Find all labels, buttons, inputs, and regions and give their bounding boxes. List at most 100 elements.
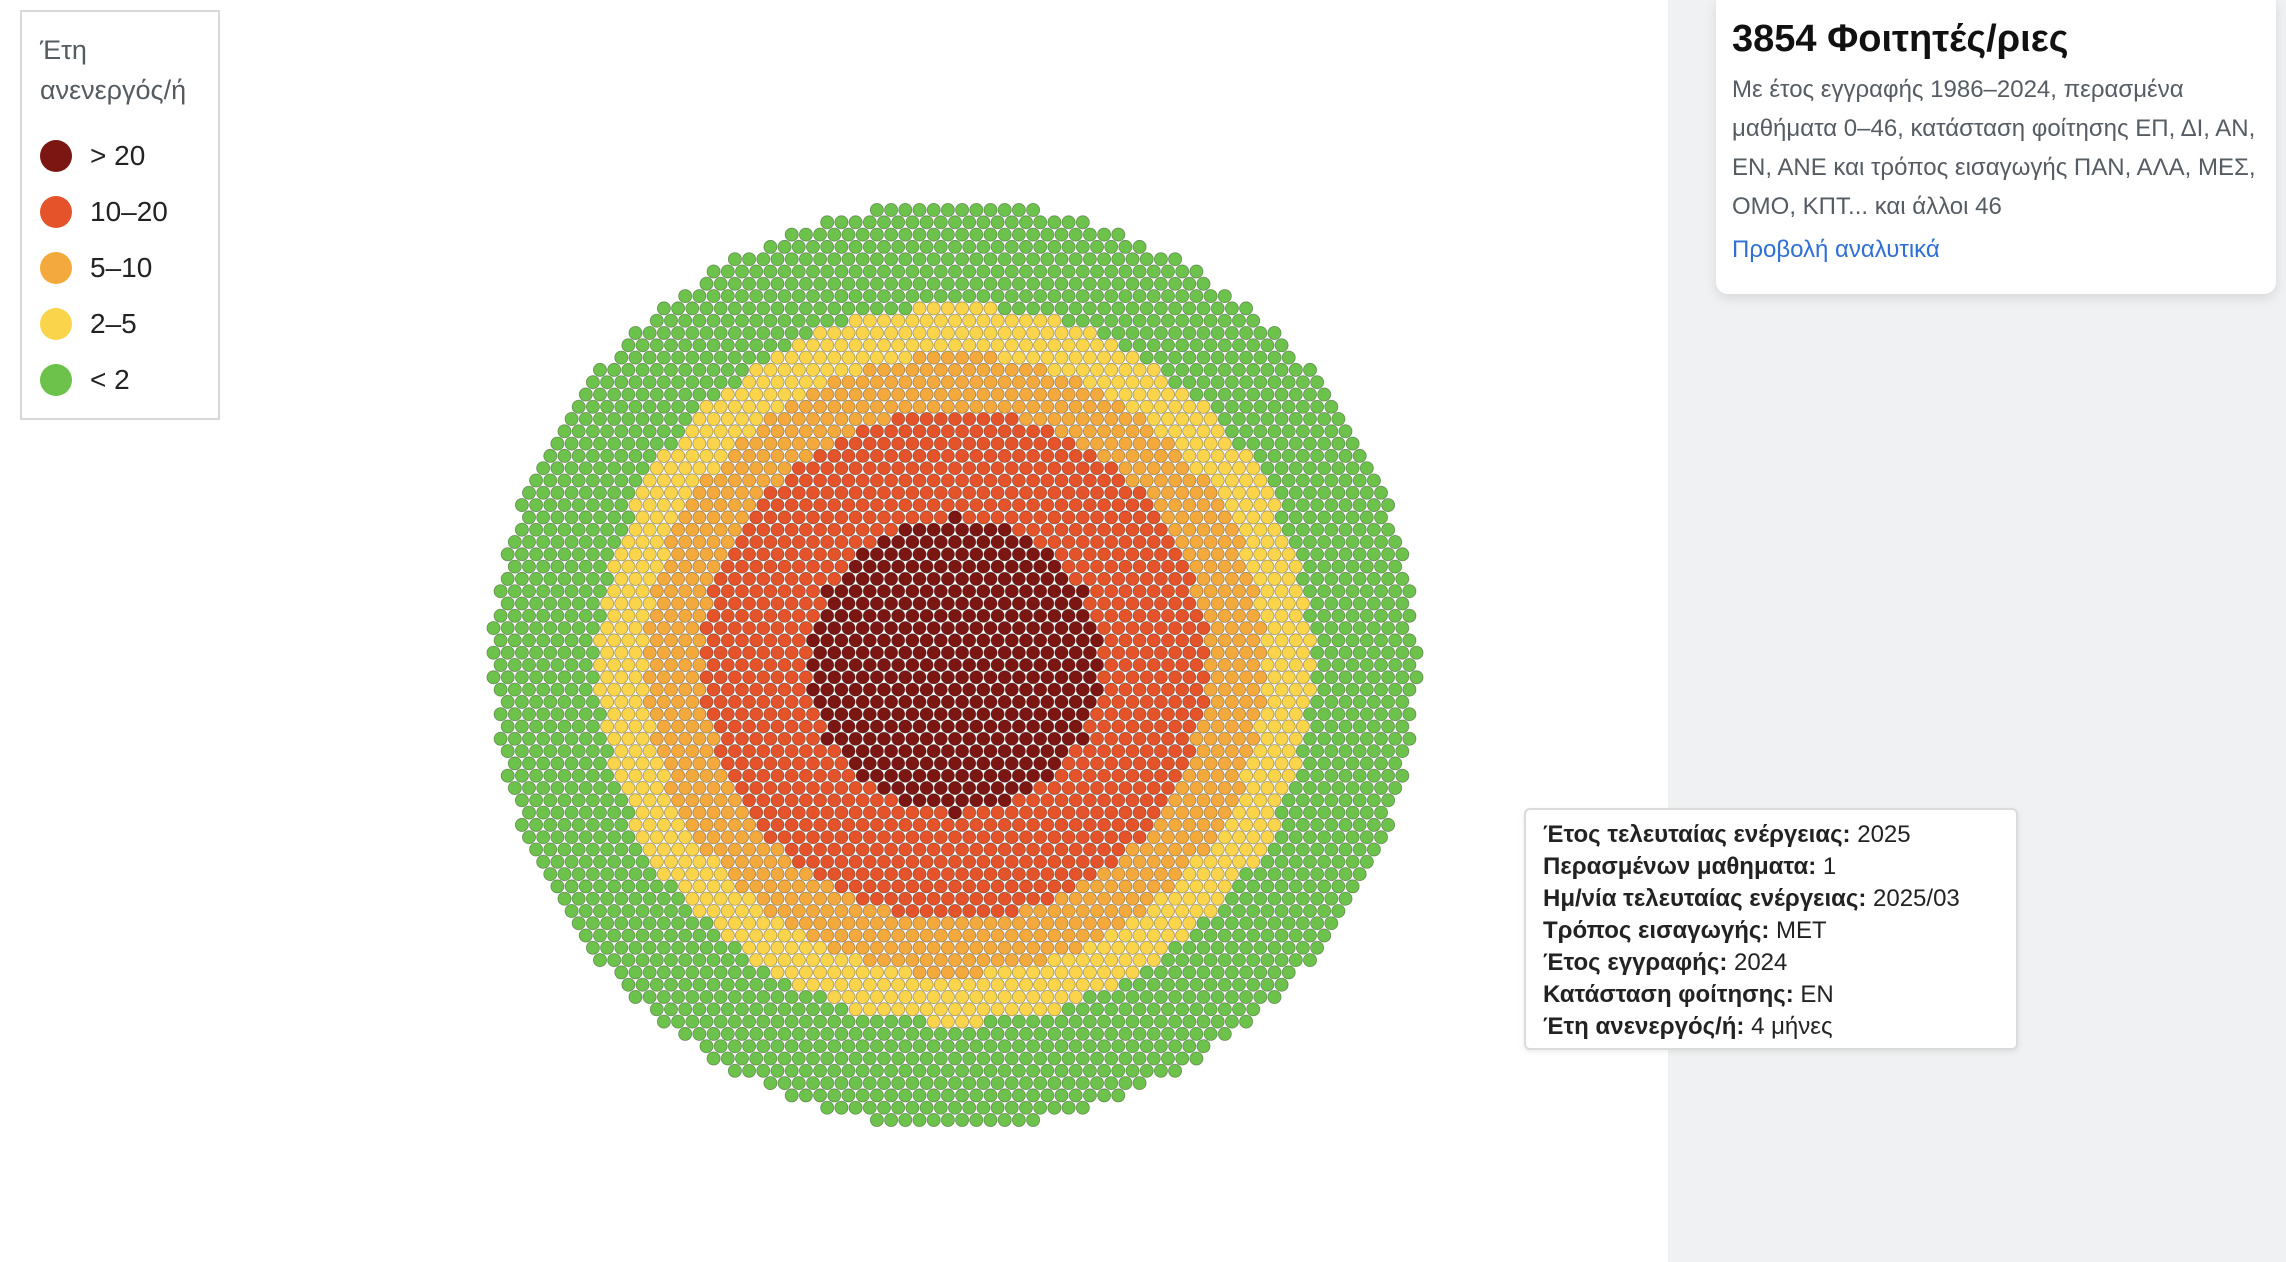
- student-dot[interactable]: [1246, 1002, 1261, 1017]
- student-dot[interactable]: [507, 781, 522, 796]
- student-dot[interactable]: [919, 387, 934, 402]
- student-dot[interactable]: [777, 633, 792, 648]
- student-dot[interactable]: [898, 424, 913, 439]
- student-dot[interactable]: [1146, 830, 1161, 845]
- student-dot[interactable]: [600, 473, 615, 488]
- student-dot[interactable]: [685, 350, 700, 365]
- student-dot[interactable]: [1303, 608, 1318, 623]
- student-dot[interactable]: [600, 744, 615, 759]
- student-dot[interactable]: [1132, 854, 1147, 869]
- student-dot[interactable]: [862, 584, 877, 599]
- student-dot[interactable]: [1111, 498, 1126, 513]
- student-dot[interactable]: [763, 535, 778, 550]
- student-dot[interactable]: [664, 977, 679, 992]
- student-dot[interactable]: [529, 571, 544, 586]
- student-dot[interactable]: [628, 498, 643, 513]
- student-dot[interactable]: [983, 965, 998, 980]
- student-dot[interactable]: [1161, 559, 1176, 574]
- student-dot[interactable]: [1203, 289, 1218, 304]
- student-dot[interactable]: [1260, 731, 1275, 746]
- student-dot[interactable]: [628, 719, 643, 734]
- student-dot[interactable]: [628, 522, 643, 537]
- student-dot[interactable]: [926, 719, 941, 734]
- student-dot[interactable]: [1395, 768, 1410, 783]
- student-dot[interactable]: [891, 239, 906, 254]
- student-dot[interactable]: [962, 387, 977, 402]
- student-dot[interactable]: [983, 202, 998, 217]
- student-dot[interactable]: [898, 694, 913, 709]
- student-dot[interactable]: [1168, 276, 1183, 291]
- student-dot[interactable]: [1011, 965, 1026, 980]
- student-dot[interactable]: [905, 289, 920, 304]
- student-dot[interactable]: [912, 325, 927, 340]
- student-dot[interactable]: [607, 781, 622, 796]
- student-dot[interactable]: [699, 375, 714, 390]
- student-dot[interactable]: [1047, 239, 1062, 254]
- student-dot[interactable]: [1338, 522, 1353, 537]
- student-dot[interactable]: [621, 559, 636, 574]
- student-dot[interactable]: [1253, 940, 1268, 955]
- student-dot[interactable]: [791, 436, 806, 451]
- student-dot[interactable]: [926, 325, 941, 340]
- student-dot[interactable]: [1090, 854, 1105, 869]
- student-dot[interactable]: [919, 559, 934, 574]
- student-dot[interactable]: [884, 1113, 899, 1128]
- student-dot[interactable]: [1075, 658, 1090, 673]
- student-dot[interactable]: [898, 276, 913, 291]
- student-dot[interactable]: [1075, 313, 1090, 328]
- student-dot[interactable]: [827, 1039, 842, 1054]
- student-dot[interactable]: [877, 1051, 892, 1066]
- student-dot[interactable]: [1082, 276, 1097, 291]
- student-dot[interactable]: [614, 547, 629, 562]
- student-dot[interactable]: [1224, 547, 1239, 562]
- student-dot[interactable]: [862, 215, 877, 230]
- student-dot[interactable]: [784, 571, 799, 586]
- student-dot[interactable]: [955, 891, 970, 906]
- student-dot[interactable]: [1317, 485, 1332, 500]
- student-dot[interactable]: [933, 707, 948, 722]
- student-dot[interactable]: [1033, 781, 1048, 796]
- student-dot[interactable]: [1303, 461, 1318, 476]
- student-dot[interactable]: [578, 830, 593, 845]
- student-dot[interactable]: [806, 707, 821, 722]
- student-dot[interactable]: [1118, 879, 1133, 894]
- student-dot[interactable]: [1331, 608, 1346, 623]
- student-dot[interactable]: [962, 633, 977, 648]
- student-dot[interactable]: [522, 682, 537, 697]
- student-dot[interactable]: [1075, 1076, 1090, 1091]
- student-dot[interactable]: [827, 965, 842, 980]
- student-dot[interactable]: [614, 965, 629, 980]
- student-dot[interactable]: [735, 559, 750, 574]
- student-dot[interactable]: [983, 350, 998, 365]
- student-dot[interactable]: [678, 928, 693, 943]
- student-dot[interactable]: [940, 473, 955, 488]
- student-dot[interactable]: [1146, 953, 1161, 968]
- student-dot[interactable]: [692, 658, 707, 673]
- student-dot[interactable]: [578, 731, 593, 746]
- student-dot[interactable]: [891, 1076, 906, 1091]
- student-dot[interactable]: [706, 338, 721, 353]
- student-dot[interactable]: [1324, 694, 1339, 709]
- student-dot[interactable]: [912, 867, 927, 882]
- student-dot[interactable]: [855, 399, 870, 414]
- student-dot[interactable]: [898, 1039, 913, 1054]
- student-dot[interactable]: [664, 854, 679, 869]
- student-dot[interactable]: [614, 473, 629, 488]
- student-dot[interactable]: [1161, 535, 1176, 550]
- student-dot[interactable]: [1139, 645, 1154, 660]
- student-dot[interactable]: [1303, 362, 1318, 377]
- student-dot[interactable]: [621, 854, 636, 869]
- student-dot[interactable]: [1104, 584, 1119, 599]
- student-dot[interactable]: [1082, 522, 1097, 537]
- student-dot[interactable]: [1189, 731, 1204, 746]
- student-dot[interactable]: [699, 596, 714, 611]
- student-dot[interactable]: [727, 596, 742, 611]
- student-dot[interactable]: [784, 940, 799, 955]
- student-dot[interactable]: [933, 411, 948, 426]
- student-dot[interactable]: [1352, 719, 1367, 734]
- student-dot[interactable]: [948, 289, 963, 304]
- student-dot[interactable]: [777, 535, 792, 550]
- student-dot[interactable]: [948, 707, 963, 722]
- student-dot[interactable]: [1125, 645, 1140, 660]
- student-dot[interactable]: [969, 448, 984, 463]
